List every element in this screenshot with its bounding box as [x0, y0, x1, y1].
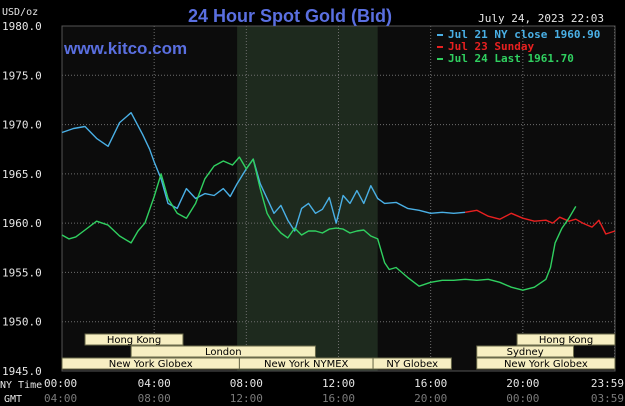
y-axis-unit: USD/oz	[2, 7, 38, 18]
session-label: Hong Kong	[107, 335, 161, 346]
x-tick-label-gmt: 12:00	[230, 392, 263, 405]
session-label: NY Globex	[386, 359, 438, 370]
site-watermark[interactable]: www.kitco.com	[63, 39, 187, 58]
session-rect	[130, 345, 316, 358]
session-label: New York Globex	[109, 359, 193, 370]
session-rect	[516, 333, 616, 346]
y-tick-label: 1980.0	[2, 20, 42, 33]
session-bar: Hong Kong	[516, 333, 616, 346]
x-tick-label-gmt: 16:00	[322, 392, 355, 405]
grid-lines	[61, 25, 616, 372]
y-tick-label: 1970.0	[2, 119, 42, 132]
chart-timestamp: July 24, 2023 22:03	[478, 12, 604, 25]
legend-entry-close: Jul 21 NY close 1960.90	[437, 28, 600, 41]
x-tick-label-ny: 08:00	[230, 377, 263, 390]
plot-frame	[61, 25, 616, 372]
session-bar: New York Globex	[61, 357, 240, 370]
x-tick-label-ny: 00:00	[44, 377, 77, 390]
x-tick-label-ny: 20:00	[506, 377, 539, 390]
series-line-close	[61, 111, 466, 232]
session-bar: Hong Kong	[84, 333, 184, 346]
x-tick-label-gmt: 08:00	[138, 392, 171, 405]
series-line-last	[61, 156, 577, 291]
series-line-sunday	[465, 209, 616, 235]
x-tick-label-gmt: 20:00	[414, 392, 447, 405]
legend-entry-sunday: Jul 23 Sunday	[437, 40, 534, 53]
session-rect	[84, 333, 184, 346]
session-rect	[476, 357, 616, 370]
x-tick-label-ny: 04:00	[138, 377, 171, 390]
session-label: Sydney	[507, 347, 544, 358]
session-bar: New York NYMEX	[238, 357, 374, 370]
y-tick-label: 1975.0	[2, 69, 42, 82]
x-tick-label-ny: 12:00	[322, 377, 355, 390]
x-tick-label-gmt: 00:00	[506, 392, 539, 405]
session-label: London	[205, 347, 242, 358]
nymex-hours-highlight	[237, 26, 378, 371]
session-rect	[372, 357, 452, 370]
session-label: Hong Kong	[539, 335, 593, 346]
ny-time-label: NY Time	[0, 380, 42, 391]
y-tick-label: 1955.0	[2, 266, 42, 279]
session-bar: New York Globex	[476, 357, 616, 370]
x-tick-label-gmt: 04:00	[44, 392, 77, 405]
y-axis-ticks: 1945.0 1950.0 1955.0 1960.0 1965.0 1970.0 1975…	[2, 20, 42, 378]
y-tick-label: 1950.0	[2, 316, 42, 329]
legend-label: Jul 23 Sunday	[448, 40, 534, 53]
legend-label: Jul 24 Last 1961.70	[448, 52, 574, 65]
y-tick-label: 1945.0	[2, 365, 42, 378]
market-sessions: Hong Kong London New York Globex New York N…	[61, 333, 616, 370]
y-tick-label: 1965.0	[2, 168, 42, 181]
session-label: New York NYMEX	[264, 359, 349, 370]
price-series	[61, 111, 616, 291]
chart-title: 24 Hour Spot Gold (Bid)	[188, 6, 392, 26]
y-tick-label: 1960.0	[2, 217, 42, 230]
gmt-label: GMT	[4, 394, 22, 405]
session-bar: Sydney	[476, 345, 575, 358]
session-label: New York Globex	[504, 359, 588, 370]
x-tick-label-ny: 16:00	[414, 377, 447, 390]
legend-label: Jul 21 NY close 1960.90	[448, 28, 600, 41]
x-tick-label-gmt: 03:59	[591, 392, 624, 405]
x-tick-label-ny: 23:59	[591, 377, 624, 390]
x-axis-ticks: 00:00 04:00 04:00 08:00 08:00 12:00 12:00 16:00…	[44, 377, 624, 405]
session-bar: London	[130, 345, 316, 358]
session-bar: NY Globex	[372, 357, 452, 370]
session-rect	[476, 345, 575, 358]
legend-entry-last: Jul 24 Last 1961.70	[437, 52, 574, 65]
